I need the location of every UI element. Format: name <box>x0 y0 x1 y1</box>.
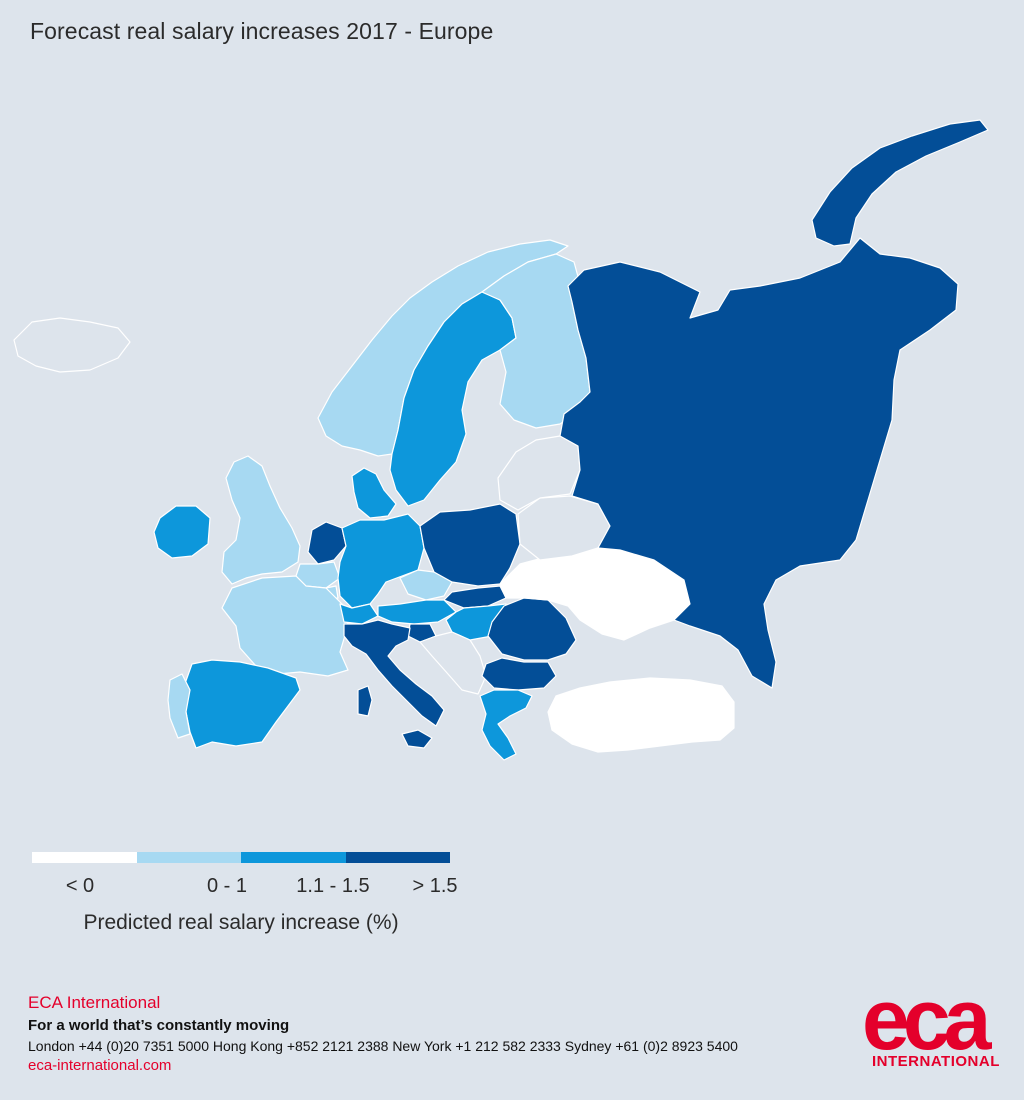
region-baltic-states <box>497 435 581 511</box>
region-novaya-zemlya <box>811 119 989 247</box>
region-western-balkans <box>419 631 487 695</box>
region-spain <box>181 659 301 749</box>
legend-swatch <box>32 852 137 863</box>
region-romania <box>487 597 577 661</box>
legend-labels: < 0 0 - 1 1.1 - 1.5 > 1.5 <box>32 875 458 901</box>
region-iceland <box>13 317 131 373</box>
legend-label: < 0 <box>65 875 95 897</box>
region-turkey <box>547 677 735 753</box>
map-title: Forecast real salary increases 2017 - Eu… <box>30 18 494 44</box>
region-portugal <box>167 673 191 739</box>
eca-logo-subtitle: INTERNATIONAL <box>872 1053 1000 1070</box>
region-denmark <box>351 467 397 519</box>
footer-phone-numbers: London +44 (0)20 7351 5000 Hong Kong +85… <box>28 1038 738 1054</box>
region-italy <box>343 619 445 727</box>
legend-swatch <box>241 852 346 863</box>
europe-map <box>13 119 989 761</box>
region-russia <box>559 237 959 689</box>
legend-swatch <box>345 852 450 863</box>
region-sicily <box>401 729 433 749</box>
region-netherlands <box>307 521 347 565</box>
legend-swatch <box>136 852 241 863</box>
region-greece <box>479 689 533 761</box>
eca-logo-mark: eca <box>862 972 992 1068</box>
region-czech-republic <box>399 569 453 601</box>
legend-label: 0 - 1 <box>206 875 248 897</box>
legend-color-bar <box>32 852 450 863</box>
region-ireland <box>153 505 211 559</box>
legend-caption: Predicted real salary increase (%) <box>83 911 399 934</box>
region-germany <box>337 513 425 609</box>
region-sardinia <box>357 685 373 717</box>
footer: ECA International For a world that’s con… <box>28 993 738 1074</box>
footer-org-name: ECA International <box>28 993 161 1012</box>
legend: < 0 0 - 1 1.1 - 1.5 > 1.5 Predicted real sa… <box>32 852 458 935</box>
eca-logo: eca INTERNATIONAL <box>862 972 1002 1075</box>
region-united-kingdom <box>221 455 301 585</box>
legend-label: > 1.5 <box>412 875 458 897</box>
region-poland <box>419 503 521 587</box>
region-austria <box>377 599 457 625</box>
legend-label: 1.1 - 1.5 <box>296 875 370 897</box>
footer-website-link[interactable]: eca-international.com <box>28 1057 172 1074</box>
footer-tagline: For a world that’s constantly moving <box>28 1017 290 1034</box>
region-france <box>221 575 351 677</box>
region-bulgaria <box>481 657 557 691</box>
